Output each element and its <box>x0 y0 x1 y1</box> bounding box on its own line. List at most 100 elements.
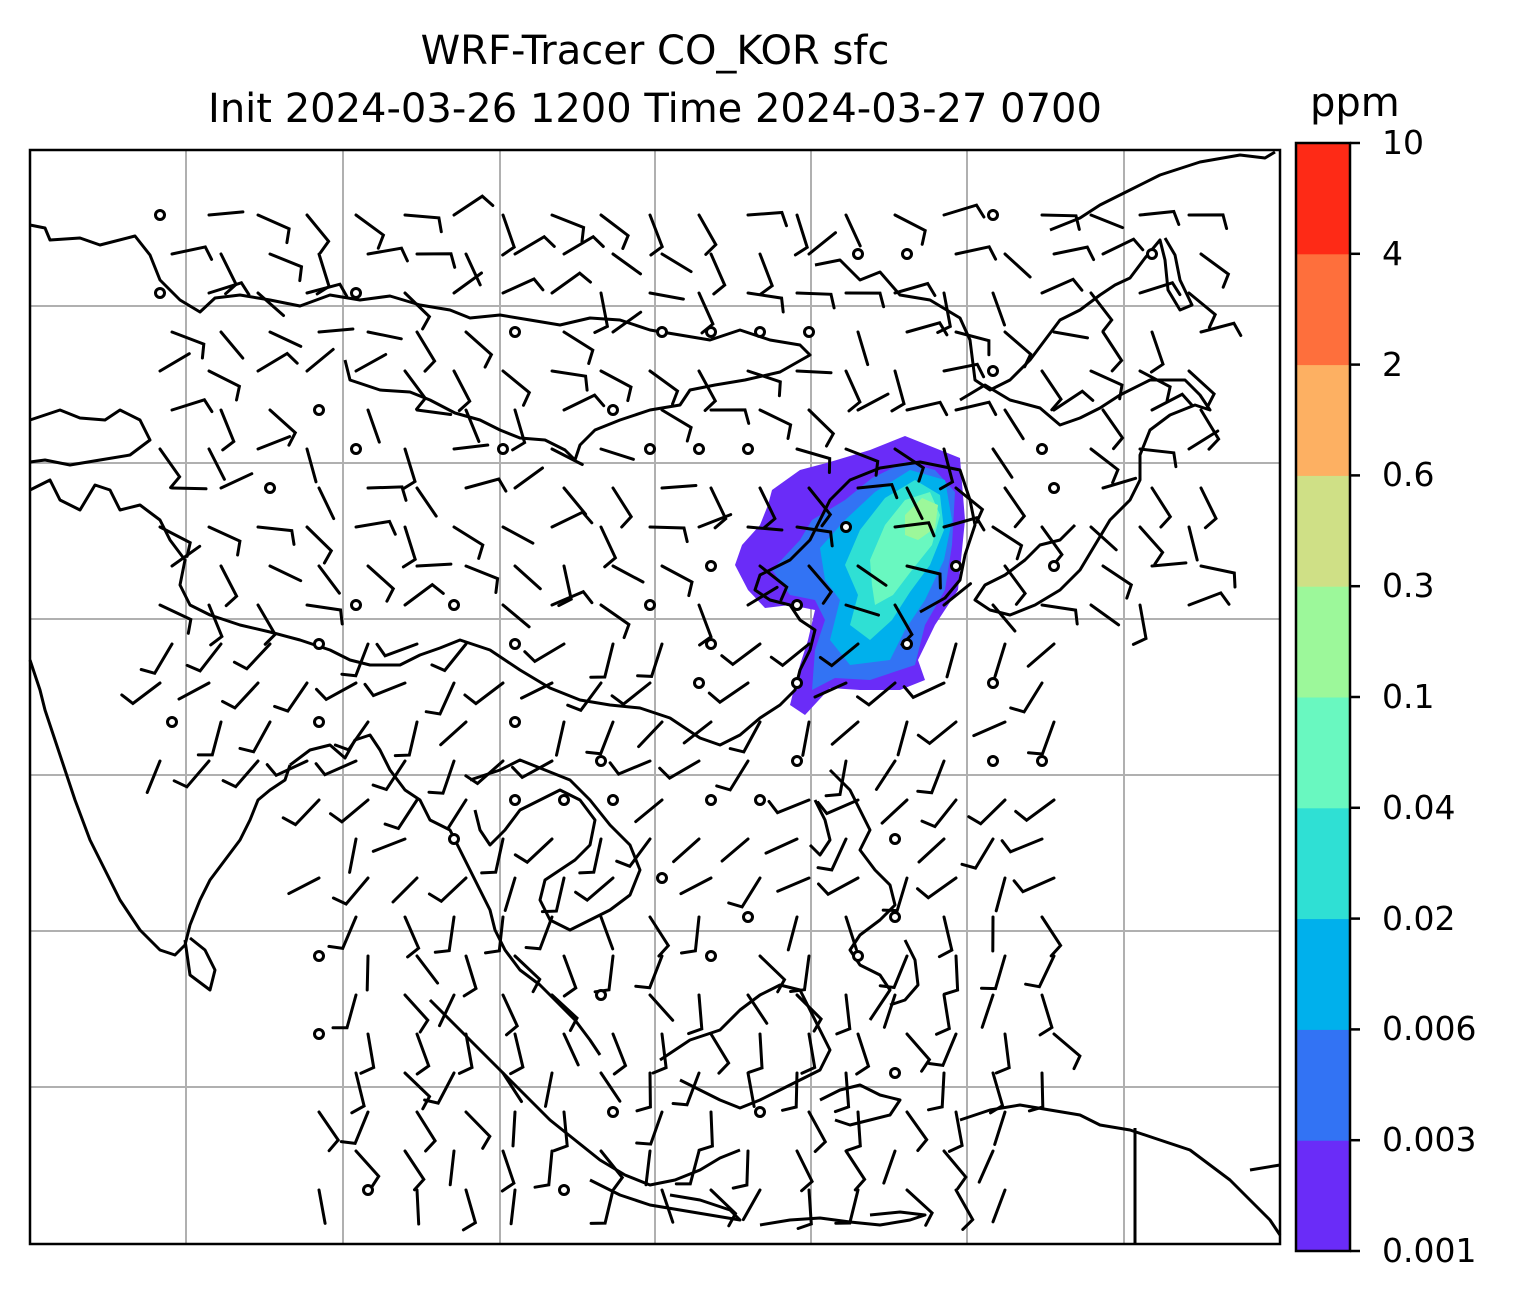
wind-barb <box>905 1188 934 1227</box>
wind-barb <box>339 1110 370 1146</box>
wind-barb <box>764 837 799 855</box>
wind-barb <box>954 486 985 524</box>
wind-barb <box>452 194 495 217</box>
wind-barb <box>550 589 594 607</box>
wind-barb <box>1150 561 1188 568</box>
wind-barb <box>503 876 517 912</box>
wind-barb <box>1101 330 1124 373</box>
wind-barb <box>660 564 694 598</box>
calm-marker <box>791 755 803 767</box>
wind-barb <box>513 954 542 994</box>
wind-barb <box>878 954 909 990</box>
wind-barb <box>366 246 409 263</box>
wind-barb <box>464 252 482 287</box>
wind-barb <box>317 564 341 595</box>
wind-barb <box>893 447 926 483</box>
wind-barb <box>991 1188 1007 1224</box>
calm-marker <box>889 833 901 845</box>
calm-marker <box>852 950 864 962</box>
wind-barb <box>415 562 453 568</box>
wind-barb <box>509 1032 525 1076</box>
wind-barb <box>1009 681 1044 714</box>
wind-barb <box>574 876 615 902</box>
wind-barb <box>991 603 1017 633</box>
wind-barb <box>305 213 331 255</box>
wind-barb <box>599 1149 625 1191</box>
wind-barb <box>464 330 494 369</box>
colorbar <box>1294 141 1360 1253</box>
wind-barb <box>256 213 291 245</box>
wind-barb <box>273 681 309 713</box>
wind-barb <box>401 525 417 569</box>
wind-barb <box>524 915 554 951</box>
wind-barb <box>977 1149 995 1184</box>
wind-barb <box>942 516 986 532</box>
wind-barb <box>972 720 1007 738</box>
wind-barb <box>268 330 303 348</box>
wind-barb <box>1101 476 1138 490</box>
wind-barb <box>513 234 556 256</box>
wind-barb <box>635 1071 652 1113</box>
wind-barb <box>980 954 1007 991</box>
wind-barb <box>980 993 995 1029</box>
wind-barb <box>464 477 508 493</box>
wind-barb <box>881 876 909 913</box>
wind-barb <box>610 681 652 707</box>
calm-marker <box>607 794 619 806</box>
wind-barb <box>746 993 769 1025</box>
colorbar-tick-label: 4 <box>1382 233 1403 273</box>
wind-barb <box>221 759 260 789</box>
wind-barb <box>697 369 718 412</box>
wind-barb <box>1014 798 1056 823</box>
calm-marker <box>313 404 325 416</box>
wind-barb <box>427 876 468 904</box>
colorbar-unit-label: ppm <box>1310 80 1400 126</box>
wind-barb <box>648 369 680 406</box>
calm-marker <box>987 365 999 377</box>
wind-barb <box>1089 291 1114 333</box>
colorbar-tick-label: 0.04 <box>1382 787 1456 827</box>
wind-barb <box>207 281 251 297</box>
wind-barb <box>415 330 437 373</box>
wind-barb <box>844 291 886 309</box>
wind-barb <box>415 1032 431 1076</box>
wind-barb <box>818 642 860 668</box>
wind-barb <box>557 564 573 608</box>
wind-barb <box>844 603 880 617</box>
wind-barb <box>1038 993 1054 1037</box>
wind-barb <box>747 1032 764 1074</box>
wind-barb <box>256 525 296 546</box>
wind-barb <box>281 798 321 827</box>
wind-barb <box>520 681 554 700</box>
wind-barb <box>793 213 809 257</box>
wind-barb <box>371 837 407 853</box>
calm-marker <box>889 911 901 923</box>
wind-barb <box>795 993 823 1033</box>
wind-barb <box>599 525 618 569</box>
wind-barb <box>393 720 419 758</box>
wind-barb <box>1040 277 1084 295</box>
wind-barb <box>207 525 242 557</box>
wind-barb <box>403 915 421 959</box>
wind-barb <box>207 369 242 402</box>
calm-marker <box>901 638 913 650</box>
calm-marker <box>313 1028 325 1040</box>
wind-barb <box>268 564 303 583</box>
wind-barb <box>331 993 358 1030</box>
wind-barb <box>513 837 554 865</box>
wind-barb <box>366 330 403 341</box>
wind-barb <box>835 993 852 1036</box>
wind-barb <box>599 213 630 250</box>
wind-barb <box>452 271 483 295</box>
wind-barb <box>219 408 236 452</box>
wind-barb <box>844 213 862 248</box>
wind-barb <box>697 213 718 256</box>
wind-barb <box>550 447 584 466</box>
wind-barb <box>1199 252 1231 289</box>
calm-marker <box>448 833 460 845</box>
wind-barb <box>1040 603 1079 626</box>
wind-barb <box>611 1032 628 1076</box>
wind-barb <box>427 759 456 795</box>
wind-barb <box>905 564 942 590</box>
colorbar-tick-label: 0.3 <box>1382 566 1435 606</box>
